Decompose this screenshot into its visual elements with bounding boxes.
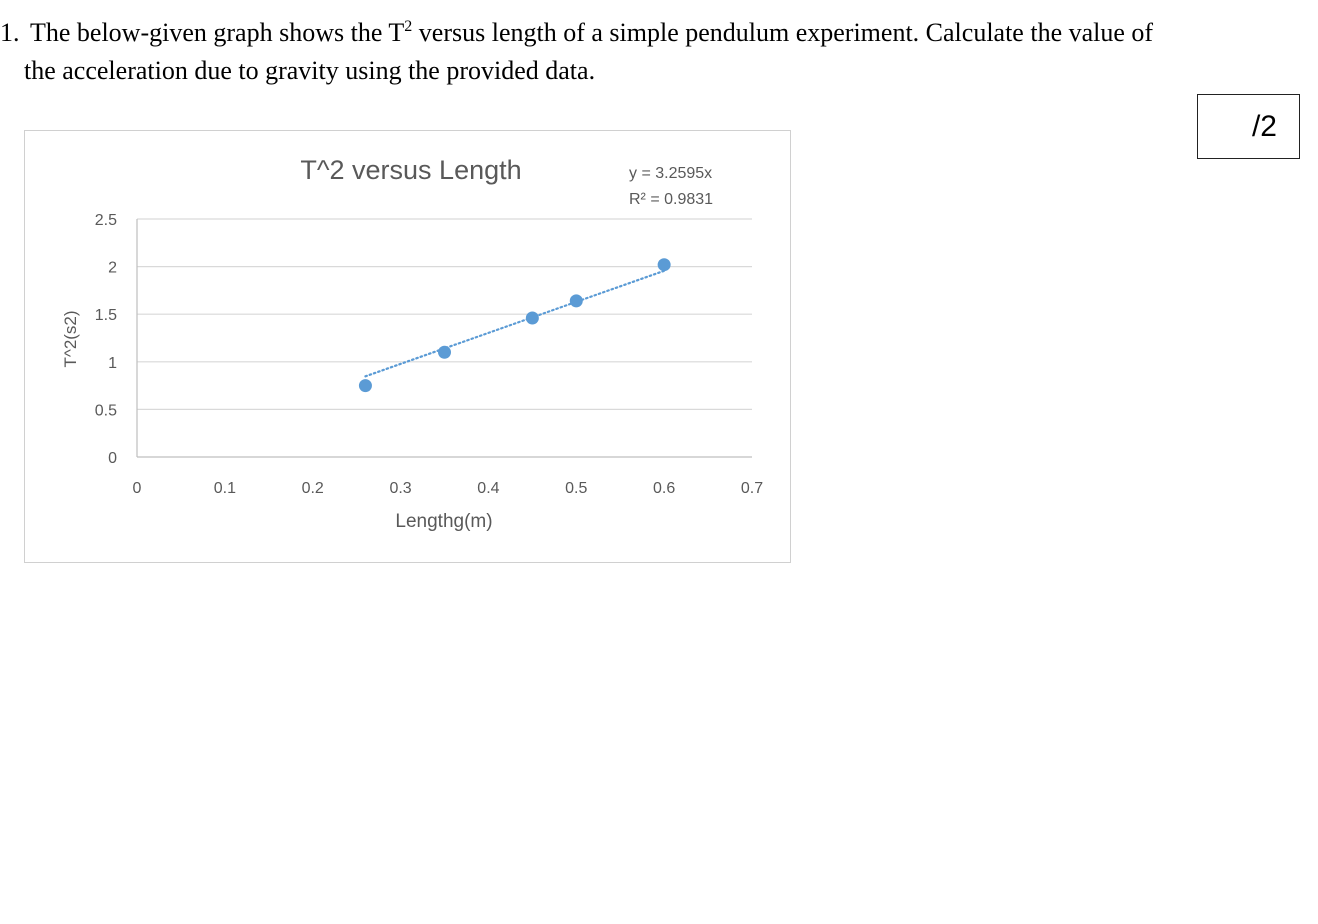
x-tick-label-6: 0.6 xyxy=(653,480,675,497)
x-tick-label-4: 0.4 xyxy=(477,480,499,497)
y-tick-label-4: 2 xyxy=(108,260,117,277)
x-tick-label-0: 0 xyxy=(133,480,142,497)
superscript-2: 2 xyxy=(404,18,413,35)
trendline-r-squared: R² = 0.9831 xyxy=(629,191,713,208)
question-line-2: the acceleration due to gravity using th… xyxy=(24,56,596,85)
chart-frame: T^2 versus Length y = 3.2595x R² = 0.983… xyxy=(24,130,791,563)
y-tick-label-1: 0.5 xyxy=(95,402,117,419)
y-tick-label-2: 1 xyxy=(108,355,117,372)
y-tick-label-5: 2.5 xyxy=(95,212,117,229)
data-point-0-1 xyxy=(438,345,451,359)
question-number: 1. xyxy=(0,18,20,47)
question-text-part2: versus length of a simple pendulum exper… xyxy=(412,18,1154,47)
trendline-equation: y = 3.2595x xyxy=(629,165,712,182)
tick-labels: 0 0.5 1 1.5 2 2.5 0 0.1 0.2 0.3 0.4 0.5 0.6 0.7 xyxy=(95,212,763,497)
data-point-0-0 xyxy=(358,379,372,393)
gridlines xyxy=(137,218,752,410)
x-tick-label-3: 0.3 xyxy=(389,480,411,497)
question-line-1: 1. The below-given graph shows the T2 ver… xyxy=(0,14,1153,52)
scatter-chart: T^2 versus Length y = 3.2595x R² = 0.983… xyxy=(61,155,763,532)
data-point-0-4 xyxy=(657,258,671,272)
trendline-path xyxy=(364,269,666,378)
marks-box: /2 xyxy=(1197,94,1300,159)
x-tick-label-7: 0.7 xyxy=(741,480,763,497)
data-points xyxy=(358,258,671,393)
x-axis-label: Lengthg(m) xyxy=(395,511,492,532)
question-text-part1: The below-given graph shows the T xyxy=(30,18,405,47)
x-tick-label-1: 0.1 xyxy=(214,480,236,497)
axes xyxy=(136,219,752,458)
y-tick-label-0: 0 xyxy=(108,450,117,467)
chart-title: T^2 versus Length xyxy=(300,155,521,185)
x-tick-label-5: 0.5 xyxy=(565,480,587,497)
y-tick-label-3: 1.5 xyxy=(95,307,117,324)
trendline xyxy=(364,269,666,378)
x-tick-label-2: 0.2 xyxy=(302,480,324,497)
y-axis-label: T^2(s2) xyxy=(61,310,80,367)
data-point-0-3 xyxy=(569,294,583,308)
data-point-0-2 xyxy=(525,311,539,325)
